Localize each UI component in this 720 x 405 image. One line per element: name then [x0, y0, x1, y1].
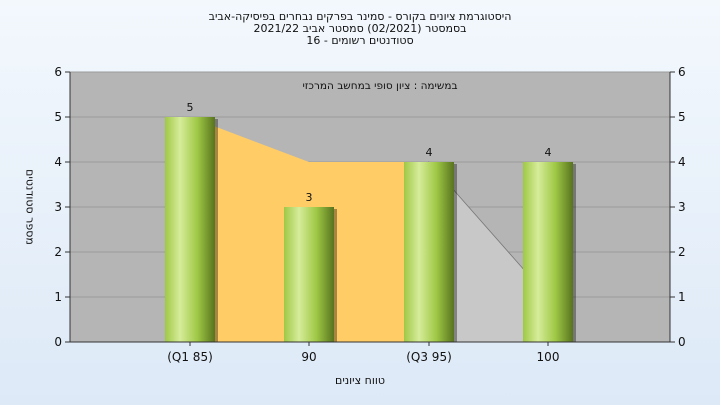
chart-title-line-2: בסמסטר (02/2021) סמסטר אביב 2021/22 [253, 22, 467, 35]
bar [523, 162, 573, 342]
data-label: 4 [426, 146, 433, 159]
y-tick-label-right: 0 [678, 335, 686, 349]
x-tick-label: 100 [537, 350, 560, 364]
chart-title-line-1: היסטוגרמת ציונים בקורס - סמינר בפרקים נב… [208, 10, 512, 23]
y-axis-label-text: מספר סטודנטים [23, 169, 37, 245]
bar [284, 207, 334, 342]
bar [404, 162, 454, 342]
y-tick-label-right: 5 [678, 110, 686, 124]
y-tick-label-left: 6 [54, 65, 62, 79]
data-label: 3 [306, 191, 313, 204]
x-tick-label: 90 [301, 350, 316, 364]
bar [165, 117, 215, 342]
chart-title-line-3: סטודנטים רשומים - 16 [306, 34, 414, 47]
y-tick-label-left: 4 [54, 155, 62, 169]
y-tick-label-left: 3 [54, 200, 62, 214]
y-tick-label-left: 1 [54, 290, 62, 304]
data-label: 5 [187, 101, 194, 114]
x-tick-label: (Q1 85) [167, 350, 213, 364]
x-axis-label: טווח ציונים [335, 374, 385, 387]
y-tick-label-left: 2 [54, 245, 62, 259]
x-tick-label: (Q3 95) [406, 350, 452, 364]
y-tick-label-right: 4 [678, 155, 686, 169]
y-tick-label-right: 1 [678, 290, 686, 304]
y-tick-label-right: 2 [678, 245, 686, 259]
chart-subtitle: במשימה : ציון סופי במחשב המרכזי [302, 80, 458, 92]
y-tick-label-left: 5 [54, 110, 62, 124]
data-label: 4 [545, 146, 552, 159]
y-tick-label-left: 0 [54, 335, 62, 349]
y-tick-label-right: 3 [678, 200, 686, 214]
y-tick-label-right: 6 [678, 65, 686, 79]
